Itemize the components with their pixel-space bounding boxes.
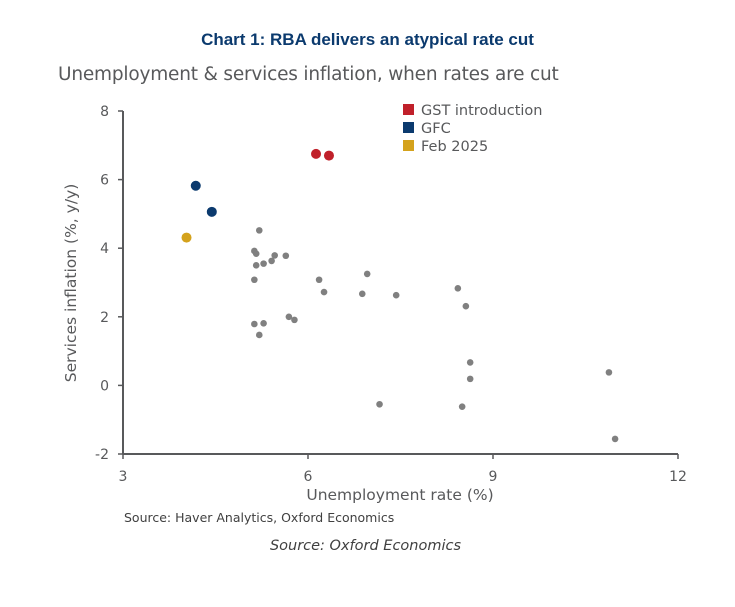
axes: -2 0 2 4 6 8 3 6 9 12 — [95, 104, 687, 485]
point-other-rate-cuts — [252, 262, 260, 269]
legend: GST introduction GFC Feb 2025 — [403, 103, 542, 155]
x-axis-title: Unemployment rate (%) — [306, 486, 493, 504]
point-other-rate-cuts — [255, 331, 263, 339]
legend-label-gfc: GFC — [421, 121, 451, 137]
x-tick-label: 6 — [304, 469, 313, 485]
data-points — [181, 148, 619, 443]
point-other-rate-cuts — [358, 290, 366, 298]
point-other-rate-cuts — [392, 291, 400, 299]
legend-label-feb-2025: Feb 2025 — [421, 139, 488, 155]
point-other-rate-cuts — [260, 320, 267, 327]
point-other-rate-cuts — [315, 276, 323, 284]
point-other-rate-cuts — [466, 359, 474, 366]
point-gst-introduction — [311, 148, 322, 159]
point-other-rate-cuts — [260, 260, 267, 267]
point-other-rate-cuts — [611, 435, 619, 443]
point-other-rate-cuts — [271, 252, 279, 259]
point-other-rate-cuts — [268, 257, 275, 265]
point-other-rate-cuts — [466, 375, 474, 383]
point-other-rate-cuts — [291, 316, 298, 324]
y-tick-label: 8 — [100, 104, 109, 120]
point-other-rate-cuts — [252, 250, 260, 257]
legend-swatch-gst-introduction — [403, 104, 414, 115]
point-other-rate-cuts — [282, 252, 290, 260]
point-gst-introduction — [323, 150, 334, 161]
point-other-rate-cuts — [605, 369, 613, 376]
x-tick-label: 12 — [669, 469, 687, 485]
x-tick-label: 3 — [119, 469, 128, 485]
point-other-rate-cuts — [251, 276, 258, 284]
y-tick-label: -2 — [95, 447, 109, 463]
chart-subtitle: Unemployment & services inflation, when … — [58, 64, 559, 85]
point-other-rate-cuts — [255, 227, 263, 234]
x-tick-label: 9 — [489, 469, 498, 485]
source-caption: Source: Oxford Economics — [269, 538, 462, 554]
y-axis-title: Services inflation (%, y/y) — [62, 184, 80, 383]
point-gfc — [190, 180, 201, 191]
point-other-rate-cuts — [285, 313, 293, 321]
y-tick-label: 2 — [100, 310, 109, 326]
point-other-rate-cuts — [251, 320, 258, 328]
point-gfc — [206, 206, 217, 217]
legend-swatch-feb-2025 — [403, 140, 414, 151]
point-other-rate-cuts — [458, 403, 466, 410]
point-other-rate-cuts — [454, 285, 462, 292]
point-other-rate-cuts — [462, 302, 470, 310]
point-other-rate-cuts — [363, 270, 371, 278]
y-tick-label: 0 — [100, 378, 109, 394]
point-other-rate-cuts — [376, 400, 383, 408]
source-note: Source: Haver Analytics, Oxford Economic… — [124, 510, 395, 525]
legend-swatch-gfc — [403, 122, 414, 133]
chart-title: Chart 1: RBA delivers an atypical rate c… — [201, 30, 534, 49]
y-tick-label: 4 — [100, 241, 109, 257]
point-other-rate-cuts — [320, 288, 328, 296]
y-tick-label: 6 — [100, 173, 109, 189]
legend-label-gst-introduction: GST introduction — [421, 103, 542, 119]
point-feb-2025 — [181, 232, 192, 243]
